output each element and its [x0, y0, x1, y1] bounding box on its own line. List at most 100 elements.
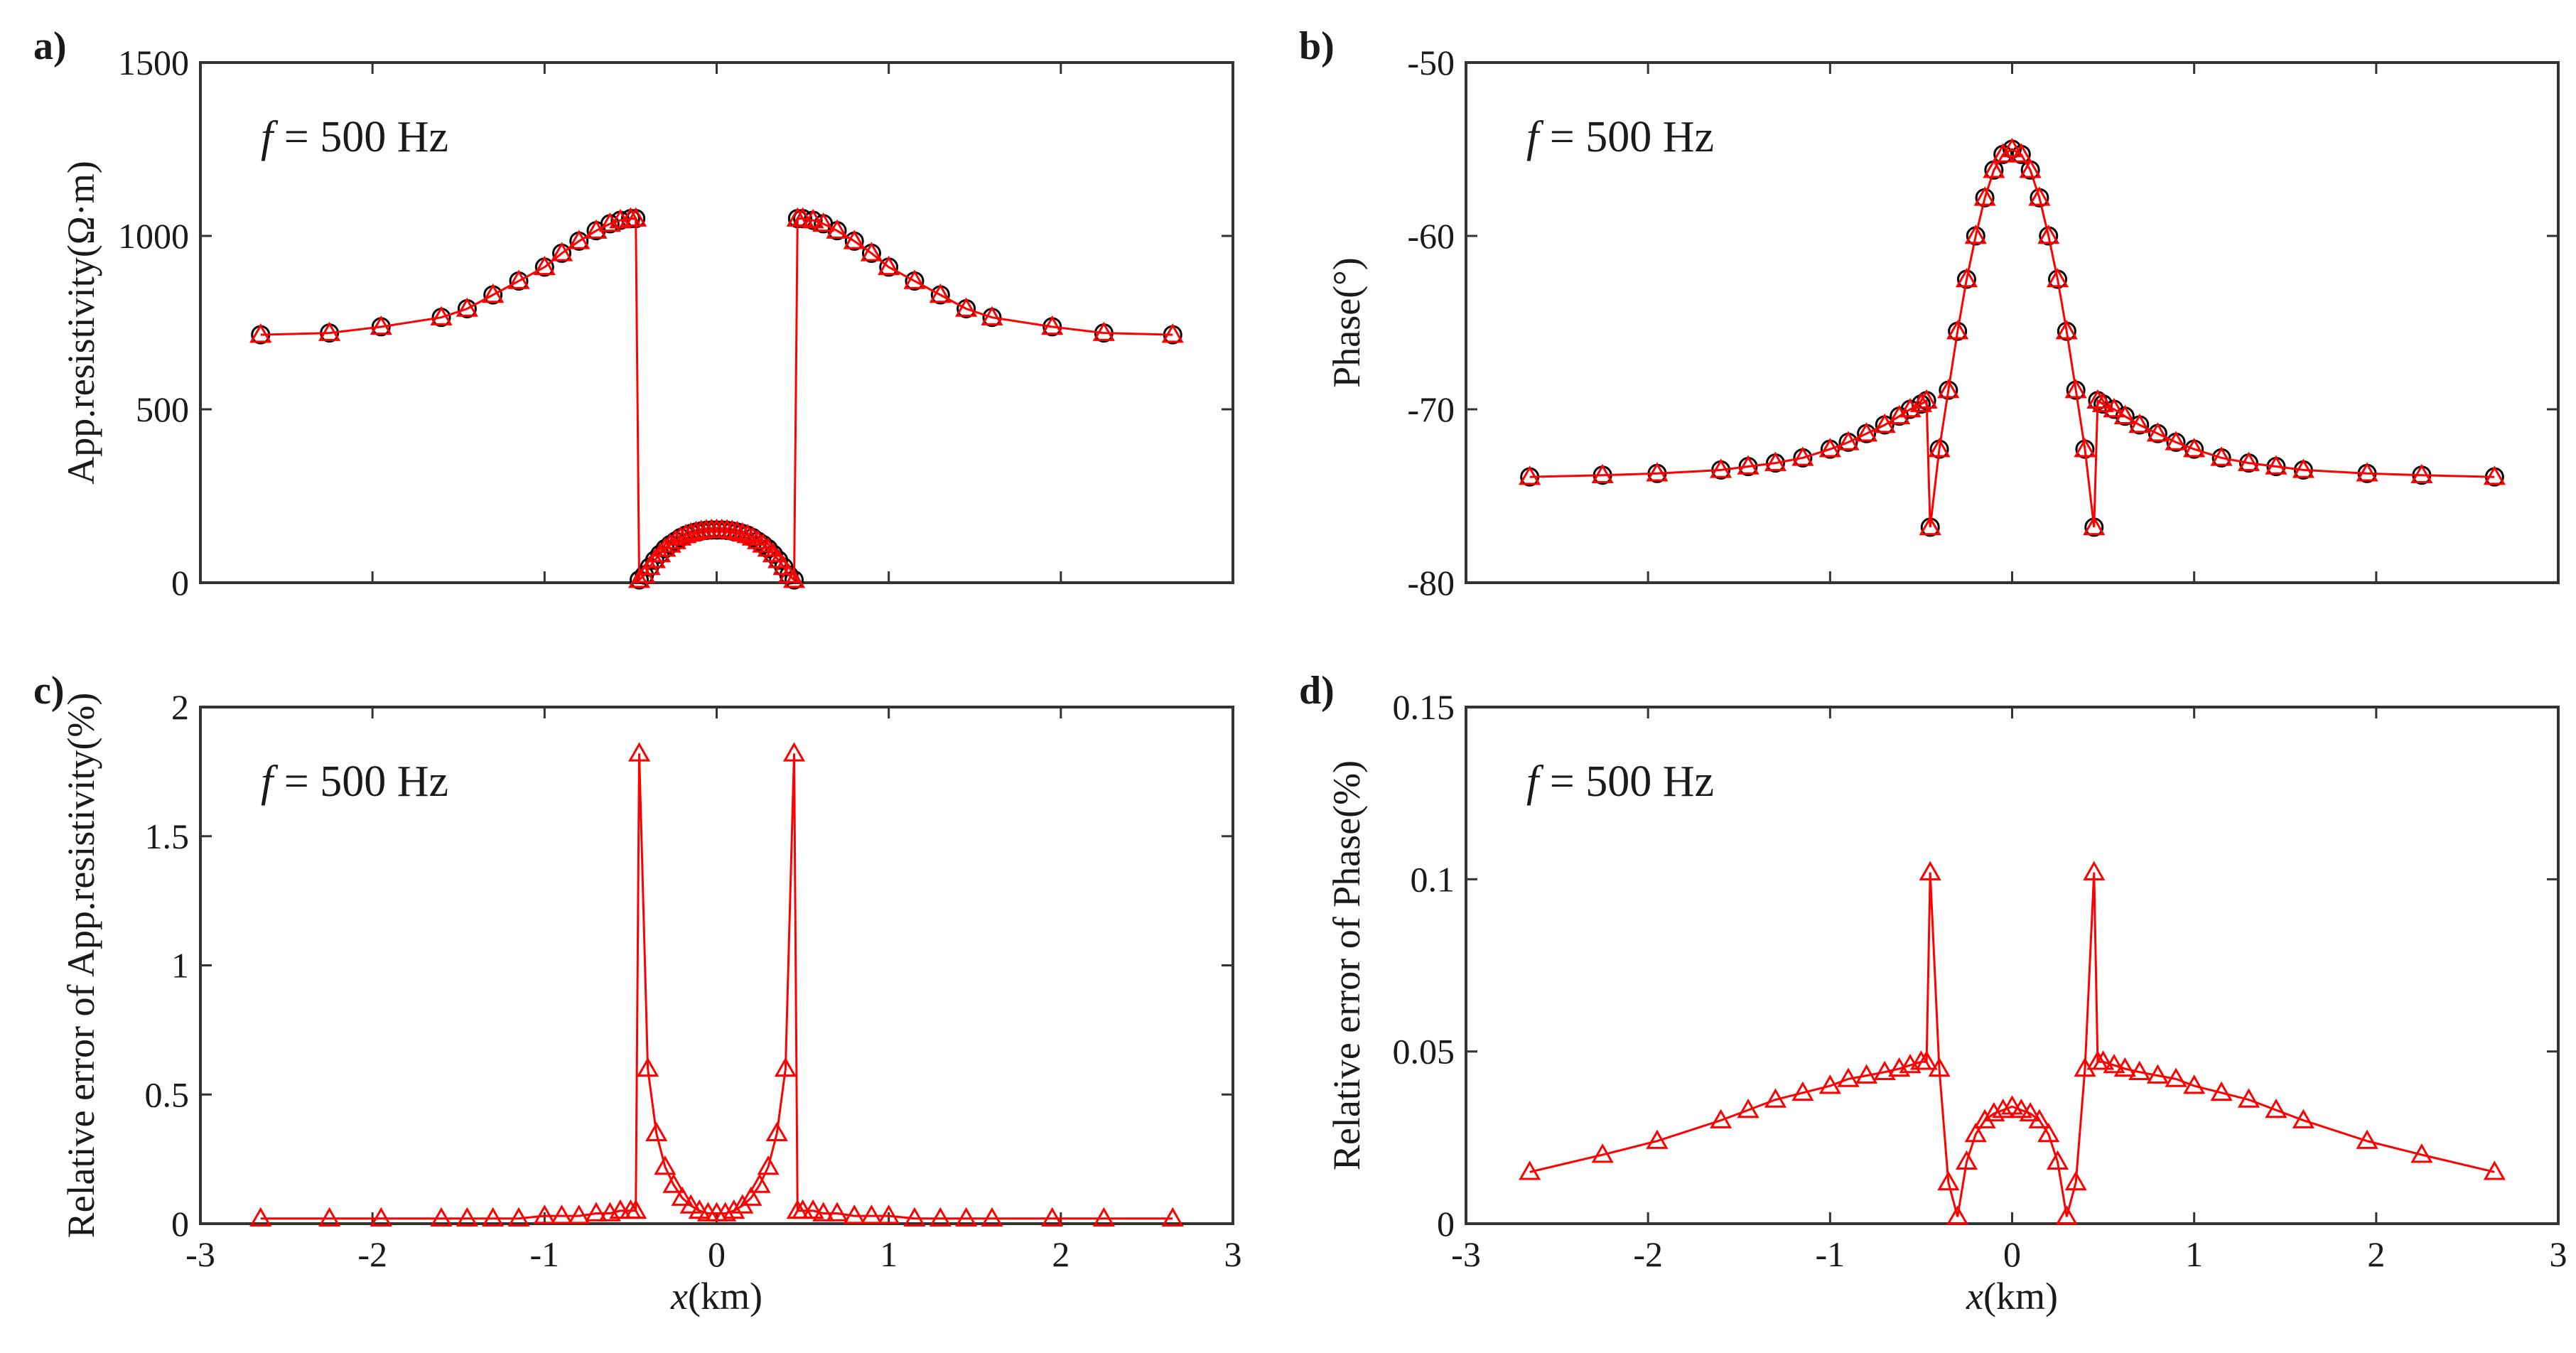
- data-point-triangle: [2083, 515, 2106, 536]
- annotation-text: = 500 Hz: [1538, 758, 1714, 806]
- data-point-triangle: [714, 1202, 737, 1222]
- data-point-triangle: [2210, 1081, 2233, 1101]
- data-point-triangle: [550, 242, 573, 262]
- data-point-triangle: [430, 306, 453, 325]
- data-point-triangle: [1818, 438, 1841, 458]
- x-tick-label: -2: [1633, 1234, 1663, 1274]
- data-point-triangle: [1092, 1207, 1115, 1227]
- data-point-triangle: [1973, 186, 1996, 206]
- data-point-triangle: [1919, 515, 1941, 536]
- data-point-triangle: [2356, 462, 2378, 482]
- y-axis-title: Phase(°): [1325, 257, 1368, 388]
- y-tick-label: 500: [136, 389, 189, 429]
- data-point-triangle: [1983, 1101, 2005, 1122]
- data-point-triangle: [782, 742, 806, 762]
- y-axis-title: Relative error of App.resistivity(%): [60, 693, 102, 1239]
- y-axis-title: App.resistivity(Ω·m): [60, 161, 102, 485]
- data-point-triangle: [1737, 1099, 1759, 1118]
- data-point-triangle: [2083, 861, 2106, 880]
- data-point-triangle: [370, 315, 392, 335]
- data-point-triangle: [802, 1199, 824, 1219]
- data-point-triangle: [1764, 451, 1787, 471]
- panel-b: -80 -70 -60 -50 Phase(°) b) f = 500 Hz: [1299, 24, 2560, 603]
- data-point-triangle: [662, 1173, 685, 1193]
- data-point-triangle: [929, 283, 952, 303]
- panel-label: c): [33, 669, 65, 713]
- data-point-triangle: [2128, 413, 2151, 433]
- data-point-triangle: [249, 323, 272, 343]
- data-point-triangle: [812, 212, 835, 232]
- data-point-triangle: [1710, 1109, 1732, 1128]
- data-point-triangle: [1591, 1143, 1614, 1163]
- series-line: [260, 217, 1173, 583]
- data-point-triangle: [550, 1204, 573, 1224]
- x-axis-title-unit: (km): [1983, 1275, 2058, 1317]
- data-point-triangle: [507, 1207, 530, 1227]
- data-point-triangle: [568, 1204, 591, 1224]
- data-point-triangle: [774, 1057, 797, 1077]
- x-tick-label: 2: [2367, 1234, 2385, 1274]
- data-point-triangle: [318, 321, 341, 341]
- data-point-triangle: [1710, 458, 1732, 478]
- data-point-triangle: [1791, 446, 1814, 466]
- data-point-triangle: [955, 1207, 978, 1227]
- y-tick-label: 0.15: [1393, 687, 1455, 727]
- y-tick-label: -70: [1407, 389, 1455, 429]
- data-point-triangle: [2019, 1101, 2042, 1122]
- data-point-triangle: [1764, 1088, 1787, 1108]
- data-point-triangle: [1992, 143, 2015, 163]
- data-point-triangle: [2165, 431, 2187, 451]
- data-point-triangle: [625, 1199, 647, 1219]
- data-point-triangle: [860, 1204, 883, 1224]
- data-point-triangle: [1161, 323, 1184, 343]
- data-point-triangle: [802, 209, 824, 229]
- data-point-triangle: [1092, 321, 1115, 341]
- data-point-triangle: [812, 1202, 835, 1222]
- data-point-triangle: [249, 1207, 272, 1227]
- x-axis-title-var: x: [1966, 1275, 1983, 1317]
- data-point-triangle: [2165, 1067, 2187, 1087]
- series-relative-error: [1519, 861, 2506, 1225]
- data-point-triangle: [843, 230, 866, 249]
- y-tick-label: 0: [171, 1204, 189, 1244]
- data-point-triangle: [1591, 463, 1614, 483]
- data-point-triangle: [1161, 1207, 1184, 1227]
- x-axis-title: x(km): [670, 1275, 762, 1317]
- y-tick-label: -50: [1407, 43, 1455, 82]
- data-point-triangle: [2146, 1064, 2170, 1084]
- data-point-triangle: [2037, 1122, 2060, 1143]
- data-point-triangle: [568, 230, 591, 249]
- x-tick-label: 0: [2003, 1234, 2021, 1274]
- panel-d: -3 -2 -1 0 1 2 3 0 0.05 0.1 0.15 Relative error of …: [1299, 669, 2567, 1317]
- data-point-triangle: [2410, 1143, 2433, 1163]
- data-point-triangle: [1818, 1074, 1841, 1094]
- data-point-triangle: [2483, 465, 2506, 485]
- data-point-triangle: [664, 529, 686, 549]
- data-point-triangle: [1937, 1170, 1960, 1191]
- frequency-annotation: f = 500 Hz: [261, 758, 448, 806]
- panel-label: a): [33, 24, 67, 68]
- data-point-triangle: [2064, 379, 2087, 399]
- data-point-triangle: [585, 1202, 608, 1222]
- data-point-triangle: [645, 1121, 668, 1142]
- data-point-triangle: [2028, 1109, 2051, 1128]
- data-point-triangle: [533, 255, 556, 276]
- data-point-triangle: [1964, 224, 1987, 244]
- data-point-triangle: [981, 306, 1003, 325]
- data-point-triangle: [318, 1207, 341, 1227]
- annotation-text: = 500 Hz: [273, 758, 448, 806]
- series-computed: [1519, 137, 2506, 536]
- data-point-triangle: [370, 1207, 392, 1227]
- x-axis-title: x(km): [1966, 1275, 2058, 1317]
- data-point-triangle: [2146, 422, 2170, 442]
- data-point-triangle: [669, 526, 692, 546]
- data-point-triangle: [878, 1204, 900, 1224]
- data-point-triangle: [2037, 224, 2060, 244]
- data-point-triangle: [1909, 392, 1933, 412]
- data-point-triangle: [2010, 143, 2032, 163]
- y-axis-title: Relative error of Phase(%): [1325, 760, 1368, 1170]
- series-line: [260, 753, 1173, 1220]
- data-point-triangle: [2019, 158, 2042, 178]
- data-point-triangle: [1928, 438, 1951, 458]
- data-point-triangle: [1955, 1150, 1978, 1170]
